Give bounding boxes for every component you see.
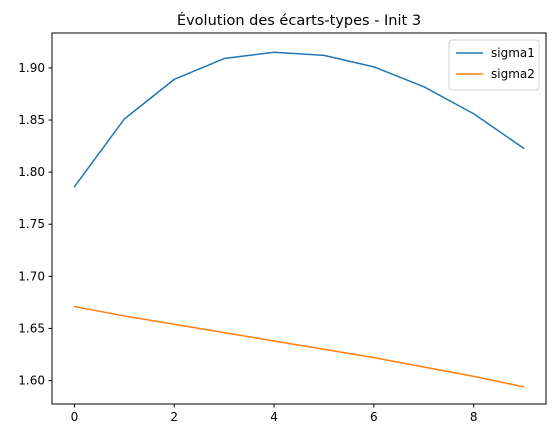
legend-label-sigma2: sigma2 [491,67,535,81]
x-tick-label: 0 [71,410,79,424]
series-line-sigma1 [73,51,525,188]
y-tick-label: 1.70 [18,269,45,283]
y-tick-label: 1.60 [18,374,45,388]
plot-area: 0 2 4 6 8 1.60 1.65 1.70 1.75 1.80 1.85 1.90 [18,51,525,424]
y-tick-label: 1.80 [18,165,45,179]
legend: sigma1 sigma2 [448,39,540,91]
x-tick-label: 4 [270,410,278,424]
legend-label-sigma1: sigma1 [491,46,535,60]
x-tick-label: 6 [370,410,378,424]
x-tick-label: 2 [170,410,178,424]
x-tick-label: 8 [470,410,478,424]
y-tick-label: 1.75 [18,217,45,231]
series-line-sigma2 [73,305,525,388]
chart-title: Évolution des écarts-types - Init 3 [177,12,421,29]
y-tick-label: 1.65 [18,321,45,335]
y-tick-label: 1.85 [18,113,45,127]
axes-frame [51,32,547,405]
y-tick-label: 1.90 [18,61,45,75]
